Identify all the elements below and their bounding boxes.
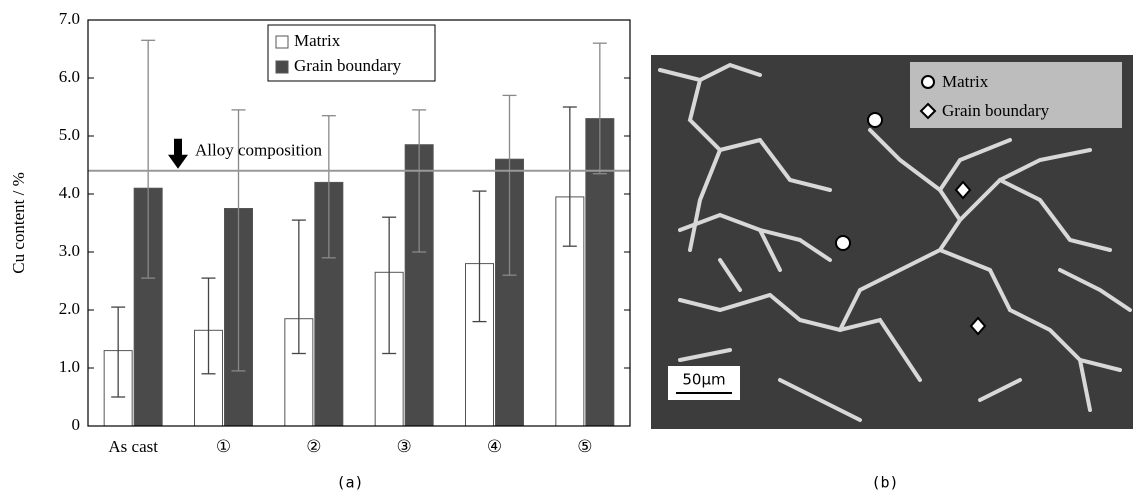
point-marker — [867, 112, 883, 128]
plot-frame — [87, 19, 631, 427]
error-bar — [472, 190, 487, 323]
error-bar — [592, 42, 607, 175]
error-bar — [141, 39, 156, 279]
error-bar — [201, 277, 216, 375]
y-axis-label: Cu content / % — [9, 172, 28, 274]
y-tick-label: 4.0 — [59, 183, 80, 202]
x-tick-label: ① — [216, 437, 231, 456]
error-bar — [291, 219, 306, 355]
y-tick-label: 5.0 — [59, 125, 80, 144]
reference-arrow — [168, 138, 188, 169]
x-tick-label: ⑤ — [577, 437, 592, 456]
x-tick-label: ③ — [397, 437, 412, 456]
x-tick-label: ④ — [487, 437, 502, 456]
scale-bar-box — [668, 366, 740, 400]
caption: (b) — [871, 474, 898, 492]
error-bar — [111, 306, 126, 398]
legend-box — [267, 24, 436, 82]
legend-box — [910, 62, 1122, 128]
y-tick-label: 6.0 — [59, 67, 80, 86]
error-bar — [562, 106, 577, 247]
grain-boundaries — [658, 62, 1132, 422]
error-bar — [231, 109, 246, 372]
scale-bar-label: 50μm — [682, 371, 725, 389]
y-tick-label: 1.0 — [59, 357, 80, 376]
error-bar — [412, 109, 427, 253]
point-marker — [835, 235, 851, 251]
caption: (a) — [336, 474, 363, 492]
error-bar — [382, 216, 397, 355]
micrograph: Matrix Grain boundary 50μm — [651, 55, 1133, 429]
legend-label: Grain boundary — [294, 56, 402, 75]
y-tick-label: 7.0 — [59, 9, 80, 28]
point-marker — [969, 316, 987, 336]
legend-marker — [921, 75, 935, 89]
error-bar — [321, 115, 336, 259]
x-tick-label: As cast — [108, 437, 158, 456]
legend-swatch — [275, 35, 289, 49]
y-tick-label: 2.0 — [59, 299, 80, 318]
y-tick-label: 0 — [72, 415, 81, 434]
x-tick-label: ② — [306, 437, 321, 456]
error-bar — [502, 94, 517, 276]
y-tick-label: 3.0 — [59, 241, 80, 260]
legend-label: Matrix — [942, 72, 989, 91]
point-marker — [954, 180, 972, 200]
legend-label: Grain boundary — [942, 101, 1050, 120]
legend-swatch — [275, 60, 289, 74]
legend-label: Matrix — [294, 31, 341, 50]
legend-marker — [919, 102, 937, 120]
reference-label: Alloy composition — [195, 141, 323, 160]
